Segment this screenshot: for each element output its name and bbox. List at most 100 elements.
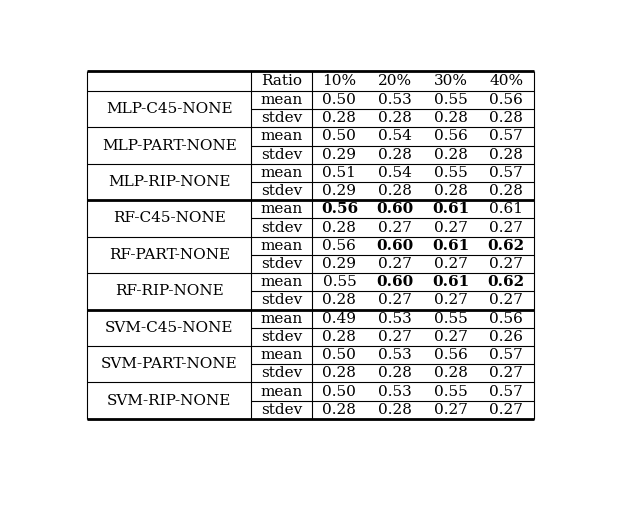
Text: 0.55: 0.55 xyxy=(323,275,356,289)
Text: 0.56: 0.56 xyxy=(489,312,523,326)
Text: 0.28: 0.28 xyxy=(323,330,356,344)
Text: RF-RIP-NONE: RF-RIP-NONE xyxy=(115,285,223,298)
Text: mean: mean xyxy=(260,166,303,180)
Text: stdev: stdev xyxy=(260,294,302,307)
Text: stdev: stdev xyxy=(260,330,302,344)
Text: 0.55: 0.55 xyxy=(434,385,467,399)
Text: stdev: stdev xyxy=(260,257,302,271)
Text: 0.51: 0.51 xyxy=(323,166,356,180)
Text: 0.26: 0.26 xyxy=(489,330,523,344)
Text: 0.53: 0.53 xyxy=(378,312,412,326)
Text: stdev: stdev xyxy=(260,148,302,162)
Text: 0.27: 0.27 xyxy=(378,220,412,235)
Text: mean: mean xyxy=(260,129,303,144)
Text: Ratio: Ratio xyxy=(261,74,302,88)
Text: 0.28: 0.28 xyxy=(378,366,412,380)
Text: 10%: 10% xyxy=(323,74,356,88)
Text: 0.50: 0.50 xyxy=(323,129,356,144)
Text: 0.27: 0.27 xyxy=(433,294,467,307)
Text: 0.29: 0.29 xyxy=(323,148,356,162)
Text: mean: mean xyxy=(260,385,303,399)
Text: 0.28: 0.28 xyxy=(378,403,412,417)
Text: 0.50: 0.50 xyxy=(323,348,356,362)
Text: 0.27: 0.27 xyxy=(433,220,467,235)
Text: MLP-RIP-NONE: MLP-RIP-NONE xyxy=(108,175,230,189)
Text: RF-PART-NONE: RF-PART-NONE xyxy=(109,248,230,262)
Text: 0.28: 0.28 xyxy=(323,220,356,235)
Text: MLP-C45-NONE: MLP-C45-NONE xyxy=(106,102,232,116)
Text: 0.56: 0.56 xyxy=(321,203,358,216)
Text: mean: mean xyxy=(260,275,303,289)
Text: stdev: stdev xyxy=(260,184,302,198)
Text: 0.53: 0.53 xyxy=(378,348,412,362)
Text: 0.56: 0.56 xyxy=(433,129,467,144)
Text: 0.27: 0.27 xyxy=(433,403,467,417)
Text: 0.28: 0.28 xyxy=(323,366,356,380)
Text: 0.29: 0.29 xyxy=(323,184,356,198)
Text: 0.57: 0.57 xyxy=(489,348,523,362)
Text: 0.27: 0.27 xyxy=(433,330,467,344)
Text: 0.61: 0.61 xyxy=(489,203,523,216)
Text: 0.27: 0.27 xyxy=(378,294,412,307)
Text: 20%: 20% xyxy=(378,74,412,88)
Text: 0.27: 0.27 xyxy=(489,257,523,271)
Text: 0.61: 0.61 xyxy=(432,275,469,289)
Text: 0.28: 0.28 xyxy=(378,111,412,125)
Text: 0.56: 0.56 xyxy=(489,93,523,107)
Text: 0.27: 0.27 xyxy=(489,220,523,235)
Text: stdev: stdev xyxy=(260,403,302,417)
Text: 0.27: 0.27 xyxy=(489,366,523,380)
Text: stdev: stdev xyxy=(260,111,302,125)
Text: mean: mean xyxy=(260,93,303,107)
Text: MLP-PART-NONE: MLP-PART-NONE xyxy=(102,138,237,153)
Text: 0.50: 0.50 xyxy=(323,93,356,107)
Text: SVM-PART-NONE: SVM-PART-NONE xyxy=(101,357,237,371)
Text: 0.60: 0.60 xyxy=(376,203,413,216)
Text: 0.28: 0.28 xyxy=(378,148,412,162)
Text: 0.27: 0.27 xyxy=(489,403,523,417)
Text: 0.60: 0.60 xyxy=(376,275,413,289)
Text: 0.55: 0.55 xyxy=(434,166,467,180)
Text: SVM-C45-NONE: SVM-C45-NONE xyxy=(105,321,234,335)
Text: mean: mean xyxy=(260,348,303,362)
Text: 0.28: 0.28 xyxy=(489,111,523,125)
Text: 0.27: 0.27 xyxy=(378,330,412,344)
Text: 0.57: 0.57 xyxy=(489,385,523,399)
Text: 0.62: 0.62 xyxy=(488,239,525,253)
Text: 0.28: 0.28 xyxy=(489,184,523,198)
Text: 0.53: 0.53 xyxy=(378,93,412,107)
Text: 0.28: 0.28 xyxy=(323,294,356,307)
Text: 0.62: 0.62 xyxy=(488,275,525,289)
Text: 0.28: 0.28 xyxy=(433,366,467,380)
Text: 0.53: 0.53 xyxy=(378,385,412,399)
Text: 0.50: 0.50 xyxy=(323,385,356,399)
Text: 0.49: 0.49 xyxy=(323,312,356,326)
Text: 0.56: 0.56 xyxy=(323,239,356,253)
Text: 40%: 40% xyxy=(489,74,523,88)
Text: stdev: stdev xyxy=(260,220,302,235)
Text: mean: mean xyxy=(260,312,303,326)
Text: 0.55: 0.55 xyxy=(434,93,467,107)
Text: 0.28: 0.28 xyxy=(489,148,523,162)
Text: stdev: stdev xyxy=(260,366,302,380)
Text: 0.61: 0.61 xyxy=(432,239,469,253)
Text: 0.27: 0.27 xyxy=(378,257,412,271)
Text: SVM-RIP-NONE: SVM-RIP-NONE xyxy=(107,393,232,408)
Text: 0.60: 0.60 xyxy=(376,239,413,253)
Text: 0.27: 0.27 xyxy=(489,294,523,307)
Text: mean: mean xyxy=(260,239,303,253)
Text: 0.27: 0.27 xyxy=(433,257,467,271)
Text: 30%: 30% xyxy=(433,74,467,88)
Text: 0.57: 0.57 xyxy=(489,166,523,180)
Text: 0.29: 0.29 xyxy=(323,257,356,271)
Text: 0.56: 0.56 xyxy=(433,348,467,362)
Text: RF-C45-NONE: RF-C45-NONE xyxy=(113,211,226,225)
Text: 0.28: 0.28 xyxy=(433,184,467,198)
Text: 0.54: 0.54 xyxy=(378,166,412,180)
Text: 0.61: 0.61 xyxy=(432,203,469,216)
Text: 0.28: 0.28 xyxy=(433,148,467,162)
Text: 0.55: 0.55 xyxy=(434,312,467,326)
Text: 0.54: 0.54 xyxy=(378,129,412,144)
Text: mean: mean xyxy=(260,203,303,216)
Text: 0.57: 0.57 xyxy=(489,129,523,144)
